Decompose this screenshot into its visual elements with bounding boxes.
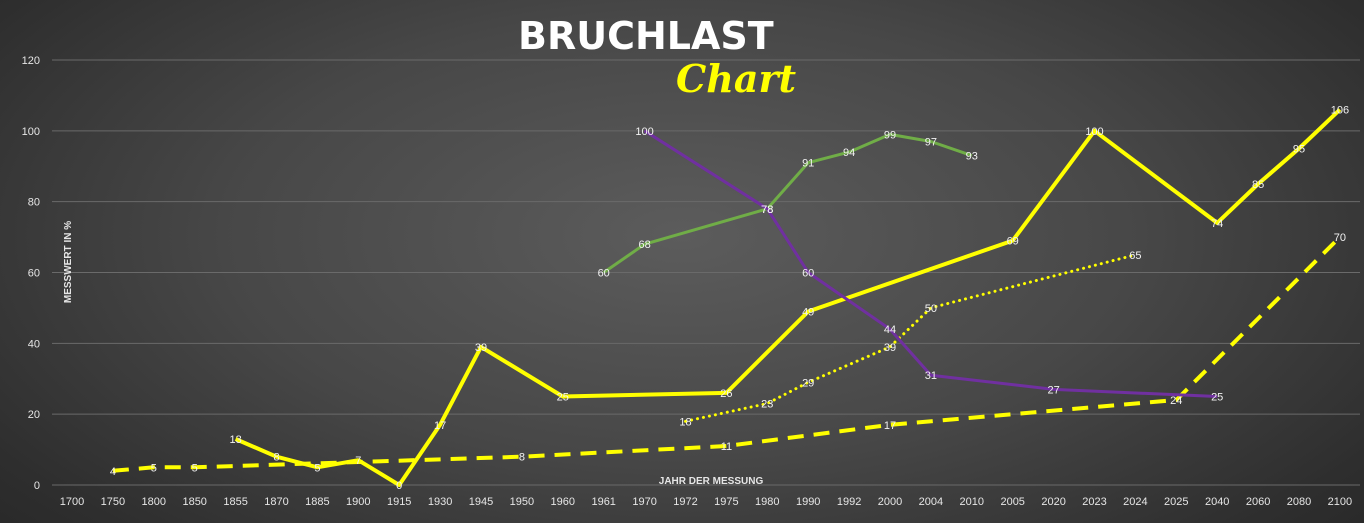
y-tick-label: 20 xyxy=(28,409,40,421)
data-label: 94 xyxy=(843,147,855,159)
data-label: 49 xyxy=(802,306,814,318)
data-label: 50 xyxy=(925,303,937,315)
x-tick-label: 1800 xyxy=(142,496,166,508)
data-label: 11 xyxy=(721,441,732,453)
data-label: 25 xyxy=(1211,391,1223,403)
x-tick-label: 2024 xyxy=(1123,496,1147,508)
data-label: 74 xyxy=(1211,218,1223,230)
data-label: 100 xyxy=(1085,126,1103,138)
x-tick-label: 1950 xyxy=(510,496,534,508)
data-label: 18 xyxy=(679,416,691,428)
x-tick-label: 1750 xyxy=(101,496,125,508)
chart-title: BRUCHLAST xyxy=(518,14,774,58)
x-tick-label: 1700 xyxy=(60,496,84,508)
x-tick-label: 1945 xyxy=(469,496,493,508)
data-label: 26 xyxy=(720,388,732,400)
data-label: 99 xyxy=(884,129,896,141)
data-label: 24 xyxy=(1170,395,1182,407)
data-label: 17 xyxy=(884,420,896,432)
x-tick-label: 1870 xyxy=(264,496,288,508)
data-label: 95 xyxy=(1293,144,1305,156)
y-tick-label: 0 xyxy=(34,480,40,492)
data-label: 29 xyxy=(802,377,814,389)
data-label: 60 xyxy=(802,268,814,280)
data-label: 7 xyxy=(355,455,361,467)
data-label: 68 xyxy=(638,239,650,251)
series-lines xyxy=(112,108,1342,487)
x-tick-label: 2000 xyxy=(878,496,902,508)
series-line-1 xyxy=(234,108,1342,487)
y-axis-ticks: 0 20 40 60 80 100 120 xyxy=(22,55,40,492)
data-label: 97 xyxy=(925,136,937,148)
data-label: 44 xyxy=(884,324,896,336)
x-tick-label: 1970 xyxy=(632,496,656,508)
data-label: 100 xyxy=(635,126,653,138)
x-tick-label: 1855 xyxy=(223,496,247,508)
data-label: 23 xyxy=(761,399,773,411)
data-label: 17 xyxy=(434,420,446,432)
x-tick-label: 2010 xyxy=(960,496,984,508)
x-tick-label: 2025 xyxy=(1164,496,1188,508)
data-label: 5 xyxy=(192,462,198,474)
series-line-2 xyxy=(112,235,1342,473)
data-label: 70 xyxy=(1334,232,1346,244)
data-label: 65 xyxy=(1129,250,1141,262)
x-tick-label: 1975 xyxy=(714,496,738,508)
data-label: 91 xyxy=(802,158,814,170)
data-label: 31 xyxy=(925,370,937,382)
x-tick-label: 1972 xyxy=(673,496,697,508)
y-tick-label: 80 xyxy=(28,197,40,209)
x-tick-label: 1885 xyxy=(305,496,329,508)
y-tick-label: 40 xyxy=(28,338,40,350)
data-label: 39 xyxy=(475,342,487,354)
y-tick-label: 100 xyxy=(22,126,40,138)
x-tick-label: 2023 xyxy=(1082,496,1106,508)
data-label: 78 xyxy=(761,204,773,216)
series-line-3 xyxy=(684,253,1137,423)
x-tick-label: 2020 xyxy=(1041,496,1065,508)
data-label: 5 xyxy=(314,462,320,474)
data-label: 85 xyxy=(1252,179,1264,191)
y-tick-label: 120 xyxy=(22,55,40,67)
data-label: 78 xyxy=(761,204,773,216)
data-label: 69 xyxy=(1007,236,1019,248)
x-tick-label: 1992 xyxy=(837,496,861,508)
x-axis-ticks: 1700 1750 1800 1850 1855 1870 1885 1900 1915 1930… xyxy=(60,496,1352,508)
data-label: 4 xyxy=(110,466,116,478)
x-tick-label: 1900 xyxy=(346,496,370,508)
data-label: 93 xyxy=(966,151,978,163)
x-tick-label: 2060 xyxy=(1246,496,1270,508)
data-label: 39 xyxy=(884,342,896,354)
data-label: 0 xyxy=(396,480,402,492)
data-label: 13 xyxy=(229,434,241,446)
x-tick-label: 1850 xyxy=(182,496,206,508)
series-line-5 xyxy=(643,129,1218,398)
data-label: 27 xyxy=(1047,384,1059,396)
x-axis-label: JAHR DER MESSUNG xyxy=(659,476,764,487)
x-tick-label: 1990 xyxy=(796,496,820,508)
y-axis-label: MESSWERT IN % xyxy=(63,221,74,303)
x-tick-label: 1915 xyxy=(387,496,411,508)
x-tick-label: 1980 xyxy=(755,496,779,508)
data-label: 5 xyxy=(151,462,157,474)
data-label: 60 xyxy=(598,268,610,280)
x-tick-label: 2004 xyxy=(919,496,943,508)
data-label: 8 xyxy=(273,452,279,464)
y-tick-label: 60 xyxy=(28,268,40,280)
x-tick-label: 2100 xyxy=(1328,496,1352,508)
data-label: 8 xyxy=(519,452,525,464)
x-tick-label: 2040 xyxy=(1205,496,1229,508)
series-line-4 xyxy=(602,132,973,274)
x-tick-label: 2005 xyxy=(1000,496,1024,508)
x-tick-label: 1960 xyxy=(551,496,575,508)
x-tick-label: 1961 xyxy=(591,496,615,508)
chart-subtitle: Chart xyxy=(676,56,797,101)
data-label: 106 xyxy=(1331,105,1349,117)
x-tick-label: 1930 xyxy=(428,496,452,508)
gridlines xyxy=(52,59,1360,486)
data-label: 25 xyxy=(557,391,569,403)
x-tick-label: 2080 xyxy=(1287,496,1311,508)
